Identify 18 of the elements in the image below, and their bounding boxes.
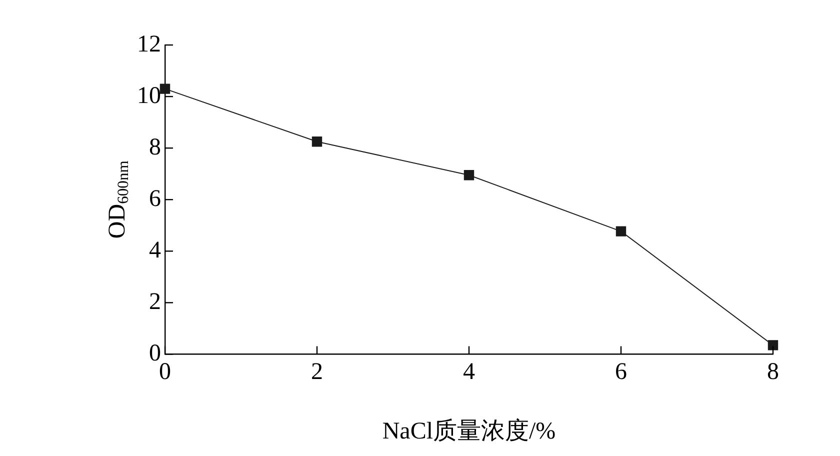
x-tick-label: 6 [615,358,627,385]
point [616,226,626,236]
y-tick-label: 2 [149,288,161,315]
y-tick-label: 8 [149,134,161,160]
point [312,136,322,147]
x-tick-label: 2 [311,358,323,385]
point [160,84,170,94]
y-tick-label: 12 [137,31,161,58]
x-axis-title: NaCl质量浓度/% [382,417,556,444]
y-tick-label: 6 [149,186,161,212]
y-tick-label: 4 [149,237,161,264]
x-tick-label: 8 [767,358,779,385]
point [768,340,778,350]
y-tick-label: 10 [137,82,161,109]
y-tick-label: 0 [149,340,161,366]
x-tick-label: 4 [463,358,475,385]
point [464,170,474,180]
y-axis-title: OD600nm [104,160,132,239]
